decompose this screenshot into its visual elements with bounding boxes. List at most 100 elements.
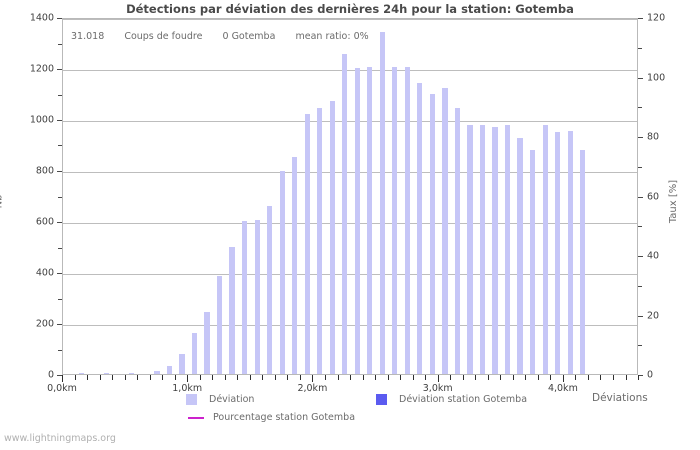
bar: [504, 125, 511, 374]
y-axis-tick: [57, 375, 62, 376]
y2-axis-tick-label: 0: [647, 369, 654, 381]
bar: [479, 125, 486, 374]
x-axis-minor-tick: [412, 375, 414, 380]
x-axis-tick-label: 4,0km: [547, 383, 578, 394]
x-axis-minor-tick: [199, 375, 201, 380]
y-axis-minor-tick: [58, 145, 62, 146]
bar: [241, 221, 248, 374]
x-axis-minor-tick: [287, 375, 289, 380]
annotation-mean-ratio: mean ratio: 0%: [295, 31, 369, 42]
bar: [580, 149, 586, 374]
x-axis-tick: [312, 375, 314, 382]
legend-item[interactable]: Pourcentage station Gotemba: [188, 412, 355, 423]
bar: [354, 68, 360, 374]
gridline: [63, 70, 637, 71]
watermark: www.lightningmaps.org: [4, 433, 116, 444]
x-axis-minor-tick: [487, 375, 489, 380]
y-axis-tick: [57, 18, 62, 19]
bar: [216, 275, 223, 374]
bar: [555, 131, 561, 374]
y-axis-right-title: Taux [%]: [668, 179, 680, 224]
x-axis-tick: [562, 375, 564, 382]
y-axis-tick: [57, 171, 62, 172]
x-axis-minor-tick: [299, 375, 301, 380]
bar: [404, 66, 410, 374]
y-axis-left: 0 200 400 600 800 1000 1200 1400: [0, 13, 62, 381]
x-axis-minor-tick: [387, 375, 389, 380]
x-axis-minor-tick: [262, 375, 264, 380]
bar: [379, 32, 385, 374]
bar: [154, 370, 160, 374]
x-axis-minor-tick: [74, 375, 76, 380]
x-axis-minor-tick: [512, 375, 514, 380]
bar: [304, 113, 310, 374]
y2-axis-tick: [638, 316, 643, 317]
x-axis-tick-label: 0,0km: [47, 383, 77, 394]
x-axis-minor-tick: [174, 375, 176, 380]
x-axis-minor-tick: [87, 375, 88, 380]
y2-axis-minor-tick: [638, 167, 642, 168]
y2-axis-tick-label: 40: [647, 250, 660, 262]
bar: [279, 171, 285, 374]
legend-item[interactable]: Déviation station Gotemba: [376, 394, 527, 405]
bar: [542, 125, 548, 374]
bar: [454, 107, 461, 374]
x-axis-tick-label: 3,0km: [422, 383, 453, 394]
annotation-count: 31.018: [71, 31, 105, 42]
bars-layer: [63, 19, 637, 374]
y-axis-tick-label: 0: [47, 369, 54, 381]
y-axis-left-title: Nb: [0, 194, 5, 209]
x-axis-minor-tick: [425, 375, 427, 380]
y-axis-tick-label: 1000: [29, 114, 54, 126]
y-axis-tick: [57, 324, 62, 325]
x-axis-minor-tick: [600, 375, 602, 380]
y2-axis-minor-tick: [638, 107, 642, 108]
x-axis-minor-tick: [450, 375, 452, 380]
x-axis-minor-tick: [575, 375, 577, 380]
bar: [467, 125, 473, 374]
bar: [342, 54, 348, 374]
annotation-count-label: Coups de foudre: [124, 31, 203, 42]
legend-item[interactable]: Déviation: [186, 394, 254, 405]
y-axis-tick-label: 200: [35, 318, 54, 330]
x-axis-minor-tick: [500, 375, 502, 380]
bar: [179, 353, 185, 374]
y2-axis-tick: [638, 78, 643, 79]
legend-line-marker: [188, 416, 204, 419]
bar: [79, 373, 85, 374]
gridline: [63, 325, 637, 326]
y-axis-minor-tick: [58, 299, 62, 300]
bar: [429, 93, 436, 374]
y-axis-right: 0 20 40 60 80 100 120: [638, 13, 700, 381]
x-axis-minor-tick: [613, 375, 614, 380]
x-axis-minor-tick: [124, 375, 126, 380]
y2-axis-tick-label: 60: [647, 191, 660, 202]
x-axis-minor-tick: [237, 375, 239, 380]
bar: [367, 66, 373, 374]
y2-axis-tick-label: 80: [647, 131, 660, 143]
y2-axis-tick: [638, 197, 643, 198]
y-axis-minor-tick: [58, 197, 62, 198]
y-axis-minor-tick: [58, 248, 62, 249]
y2-axis-tick: [638, 256, 643, 257]
x-axis-minor-tick: [212, 375, 214, 380]
gridline: [63, 274, 637, 275]
bar: [317, 107, 323, 374]
x-axis-tick-label: 1,0km: [172, 383, 203, 394]
x-axis-minor-tick: [550, 375, 552, 380]
x-axis-minor-tick: [112, 375, 114, 380]
bar: [492, 126, 498, 374]
x-axis-minor-tick: [400, 375, 402, 380]
bar: [567, 130, 573, 374]
bar: [191, 333, 198, 374]
x-axis: 0,0km 1,0km 2,0km 3,0km 4,0km: [47, 375, 639, 399]
gridline: [63, 19, 637, 20]
x-axis-minor-tick: [537, 375, 539, 380]
x-axis-minor-tick: [462, 375, 464, 380]
bar: [166, 366, 173, 374]
y-axis-tick: [57, 222, 62, 223]
bar: [204, 311, 210, 374]
chart-title: Détections par déviation des dernières 2…: [126, 2, 574, 16]
x-axis-minor-tick: [325, 375, 326, 380]
y2-axis-minor-tick: [638, 345, 642, 346]
